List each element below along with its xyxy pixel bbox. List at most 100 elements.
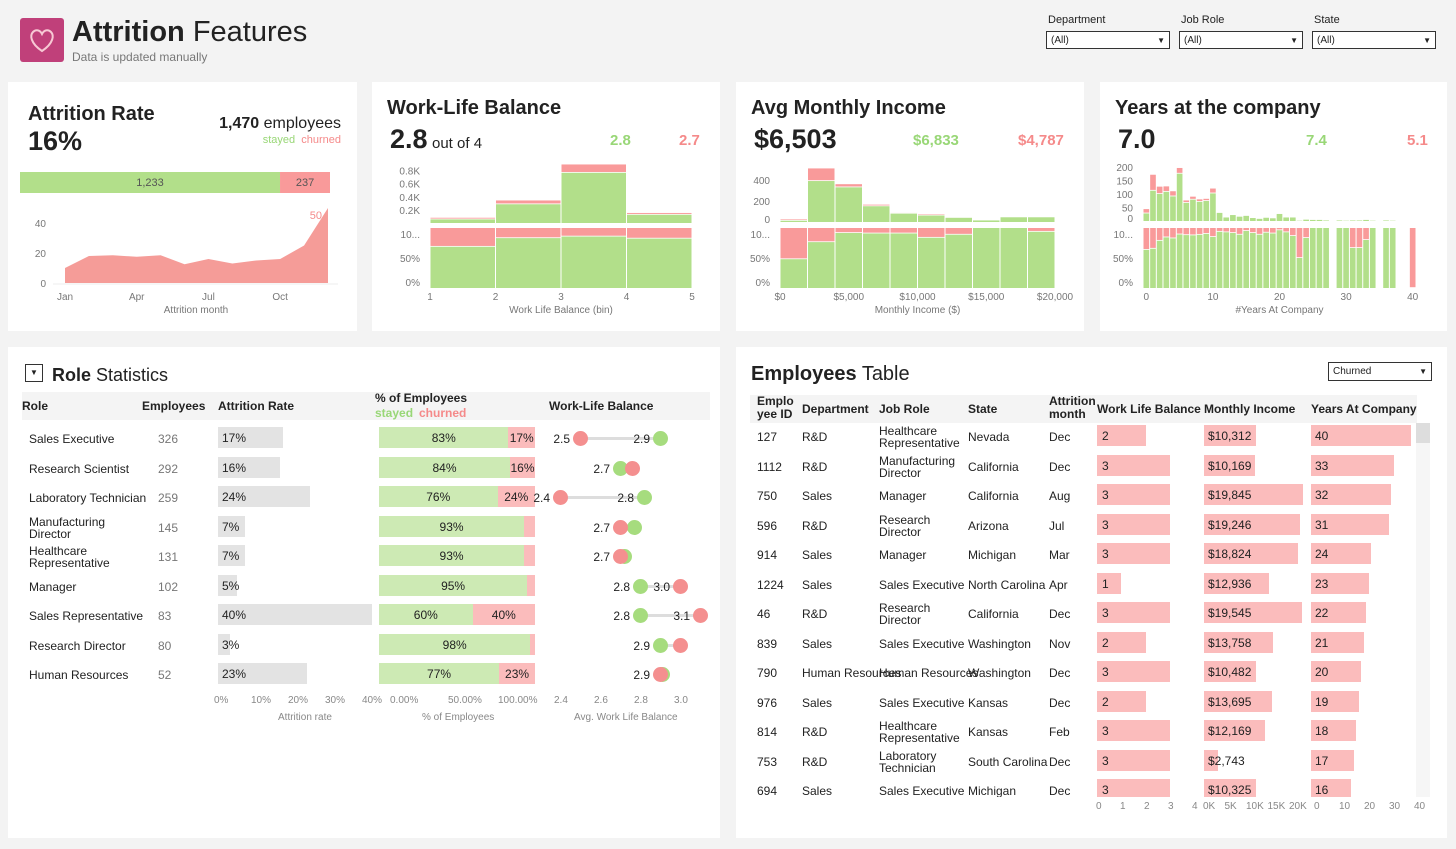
title-bold: Attrition <box>72 16 185 48</box>
churned-bar <box>472 604 535 625</box>
attrition-rate: 17% <box>222 431 247 445</box>
pct-bar-stayed <box>1223 232 1230 288</box>
pct-bar-stayed <box>430 246 495 288</box>
state: Michigan <box>968 548 1017 562</box>
table-row[interactable]: 1224 Sales Sales Executive North Carolina Ap… <box>736 572 1416 599</box>
churned-value: $4,787 <box>1018 132 1064 149</box>
collapse-toggle[interactable]: ▼ <box>25 364 43 382</box>
pct-bar-stayed <box>1143 249 1150 288</box>
count-bar-stayed <box>1163 191 1170 221</box>
count-bar-stayed <box>1176 173 1183 221</box>
years-axis-tick: 0 <box>1314 801 1320 812</box>
employee-count: 52 <box>158 668 172 682</box>
pct-bar-churned <box>1183 228 1190 235</box>
y-tick: 50 <box>1122 203 1134 214</box>
pct-bar-stayed <box>1276 230 1283 288</box>
years-bar <box>1311 484 1391 505</box>
pct-bar-stayed <box>973 228 1000 288</box>
department-filter[interactable]: (All) ▼ <box>1046 31 1170 49</box>
state: Washington <box>968 636 1031 651</box>
scrollbar[interactable] <box>1416 423 1430 797</box>
table-row[interactable]: 1112 R&D Manufacturing Director California D… <box>736 454 1416 481</box>
count-bar-churned <box>561 164 626 172</box>
pct-axis-tick: 0.00% <box>390 695 419 706</box>
wlb-value: 3 <box>1102 783 1109 797</box>
attrition-axis-tick: 0% <box>214 695 229 706</box>
job-role: Research Director <box>879 601 931 627</box>
header-4: Attrition month <box>1049 394 1096 421</box>
attrition-month: Dec <box>1049 784 1071 797</box>
wlb-value: 2.8 <box>390 124 428 154</box>
count-bar-stayed <box>1183 202 1190 221</box>
income-bar <box>1204 779 1256 797</box>
table-row[interactable]: 790 Human Resources Human Resources Washing… <box>736 661 1416 687</box>
scrollbar-thumb[interactable] <box>1416 423 1430 443</box>
table-row[interactable]: 976 Sales Sales Executive Kansas Dec 2 $13,695… <box>736 690 1416 717</box>
pct-axis-tick: 100.00% <box>498 695 538 706</box>
employee-id: 46 <box>757 607 771 621</box>
count-bar-stayed <box>1316 219 1323 221</box>
years-bar <box>1311 749 1354 771</box>
income-bar <box>1204 513 1301 535</box>
years-bar <box>1311 779 1351 797</box>
table-row[interactable]: 814 R&D Healthcare Representative Kansas Feb… <box>736 720 1416 746</box>
count-bar-stayed <box>863 206 890 222</box>
pct-bar-stayed <box>1369 228 1376 288</box>
pct-bar-stayed <box>1210 237 1216 288</box>
churned-filter[interactable]: Churned ▼ <box>1328 362 1432 381</box>
chevron-down-icon: ▼ <box>1423 35 1431 45</box>
table-row[interactable]: 839 Sales Sales Executive Washington Nov 2 $13… <box>736 631 1416 658</box>
wlb-range-line <box>640 584 680 588</box>
wlb-bar <box>1097 513 1170 535</box>
wlb-stayed-dot <box>637 490 652 505</box>
employee-id: 750 <box>757 489 778 503</box>
table-row[interactable]: 750 Sales Manager California Aug 3 $19,845 32 <box>736 484 1416 510</box>
income-axis-tick: 5K <box>1224 801 1237 812</box>
pct-tick-top: 10... <box>1114 230 1133 241</box>
table-row[interactable]: 127 R&D Healthcare Representative Nevada Dec… <box>736 425 1416 451</box>
count-bar-stayed <box>430 219 495 223</box>
count-bar-stayed <box>835 187 862 222</box>
attrition-month: Jul <box>1049 518 1065 533</box>
pct-bar-stayed <box>1323 228 1329 288</box>
table-row[interactable]: 596 R&D Research Director Arizona Jul 3 $19,24… <box>736 513 1416 540</box>
churned-count: 237 <box>296 177 314 189</box>
pct-bar-churned <box>1289 228 1296 236</box>
table-row[interactable]: 694 Sales Sales Executive Michigan Dec 3 $10,3… <box>736 779 1416 797</box>
table-row[interactable]: 753 R&D Laboratory Technician South Carolin… <box>736 749 1416 776</box>
x-tick: 0 <box>1144 292 1150 303</box>
wlb-value: 3 <box>1102 606 1109 620</box>
pct-bar-stayed <box>890 233 917 288</box>
wlb-stayed-dot <box>653 637 668 653</box>
state-filter-label: State <box>1314 14 1340 26</box>
churned-value: 5.1 <box>1407 132 1428 149</box>
table-row: Sales Executive 326 17% 83% 17% 2.5 2.9 <box>8 427 720 453</box>
header-pct: % of Employees <box>375 391 468 405</box>
x-axis-title: Work Life Balance (bin) <box>509 305 613 316</box>
count-bar-stayed <box>1243 215 1250 221</box>
pct-bar-churned <box>1303 228 1309 238</box>
role-name: Research Director <box>29 638 126 653</box>
attrition-axis-tick: 10% <box>251 695 272 706</box>
pct-bar-stayed <box>1176 234 1183 288</box>
attrition-rate-panel: Attrition Rate 16% 1,470 employees staye… <box>8 82 357 331</box>
state: Arizona <box>968 518 1009 533</box>
table-row[interactable]: 46 R&D Research Director California Dec 3 $19,… <box>736 602 1416 628</box>
job-role-filter[interactable]: (All) ▼ <box>1179 31 1303 49</box>
department: R&D <box>802 459 828 474</box>
attrition-bar <box>218 427 284 448</box>
years-bar <box>1311 661 1361 682</box>
x-tick: 30 <box>1341 292 1353 303</box>
count-bar-stayed <box>1263 217 1270 221</box>
state: California <box>968 489 1019 503</box>
table-row: Human Resources 52 23% 77% 23% 2.9 <box>8 663 720 689</box>
y-tick: 0 <box>764 215 770 226</box>
role-name: Healthcare Representative <box>29 544 110 570</box>
wlb-bar <box>1097 690 1146 712</box>
wlb-high-label: 3.0 <box>653 579 670 594</box>
wlb-low-label: 2.9 <box>633 638 650 653</box>
state-filter[interactable]: (All) ▼ <box>1312 31 1436 49</box>
y-tick: 200 <box>1116 163 1133 174</box>
table-row[interactable]: 914 Sales Manager Michigan Mar 3 $18,824 24 <box>736 543 1416 569</box>
count-bar-stayed <box>1230 215 1236 221</box>
